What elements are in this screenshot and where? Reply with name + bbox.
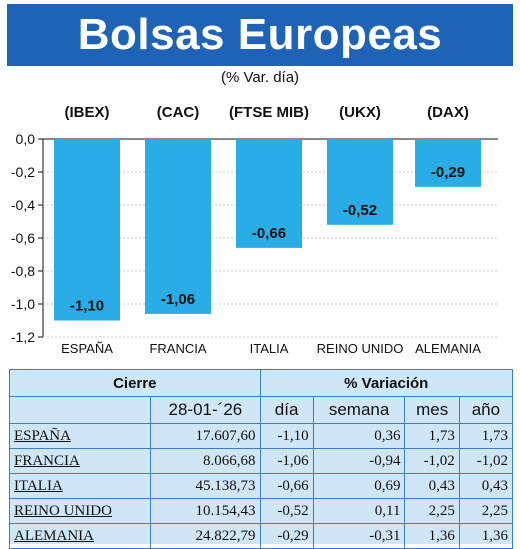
value-label: -0,52 [343,202,377,219]
value-label: -0,29 [431,164,465,181]
y-tick-label: -1,2 [11,329,35,345]
header-semana: semana [312,396,406,424]
header-mes: mes [404,396,460,424]
y-tick-label: 0,0 [16,131,36,147]
bar-chart: 0,0 -0,2 -0,4 -0,6 -0,8 -1,0 -1,2 (IBEX) -1,10 ES… [11,104,498,356]
y-tick-label: -0,2 [11,164,35,180]
y-tick-label: -0,6 [11,230,35,246]
y-tick-label: -0,8 [11,263,35,279]
row-cierre: 45.138,73 [150,473,261,499]
row-semana: -0,31 [312,523,406,549]
category-label: ALEMANIA [415,341,481,356]
category-label: REINO UNIDO [317,341,404,356]
row-semana: 0,36 [312,423,406,449]
chart-subtitle: (% Var. día) [220,69,300,86]
row-cierre: 24.822,79 [150,523,261,549]
title-banner: Bolsas Europeas [7,4,513,66]
row-dia: -1,06 [259,448,314,474]
row-ano: -1,02 [458,448,514,474]
row-dia: -1,10 [259,423,314,449]
row-mes: 0,43 [404,473,460,499]
group-header-cierre: Cierre [9,369,261,397]
category-label: ITALIA [250,341,289,356]
row-name: ITALIA [8,473,152,499]
row-cierre: 17.607,60 [150,423,261,449]
row-mes: 1,73 [404,423,460,449]
index-label: (CAC) [157,104,200,121]
index-label: (FTSE MIB) [229,104,309,121]
header-dia: día [259,396,314,424]
group-header-variacion: % Variación [259,369,514,397]
bar [145,139,211,314]
row-mes: 2,25 [404,498,460,524]
bar [327,139,393,225]
table-sub-header-row: 28-01-´26 día semana mes año [8,396,514,424]
table-row: ITALIA 45.138,73 -0,66 0,69 0,43 0,43 [8,473,514,499]
row-mes: 1,36 [404,523,460,549]
table-row: ALEMANIA 24.822,79 -0,29 -0,31 1,36 1,36 [8,523,514,549]
bar [54,139,120,321]
index-label: (UKX) [339,104,381,121]
row-cierre: 10.154,43 [150,498,261,524]
bar [415,139,481,187]
y-tick-label: -0,4 [11,197,35,213]
value-label: -0,66 [252,225,286,242]
row-dia: -0,29 [259,523,314,549]
row-mes: -1,02 [404,448,460,474]
table-row: REINO UNIDO 10.154,43 -0,52 0,11 2,25 2,… [8,498,514,524]
row-ano: 0,43 [458,473,514,499]
header-date: 28-01-´26 [150,396,261,424]
table-group-header-row: Cierre % Variación [9,369,514,397]
row-name: FRANCIA [8,448,152,474]
row-semana: -0,94 [312,448,406,474]
row-cierre: 8.066,68 [150,448,261,474]
row-dia: -0,66 [259,473,314,499]
value-label: -1,10 [70,298,104,315]
index-label: (IBEX) [65,104,110,121]
row-ano: 1,73 [458,423,514,449]
page-title: Bolsas Europeas [77,10,443,59]
data-table: Cierre % Variación 28-01-´26 día semana … [8,369,514,549]
row-semana: 0,69 [312,473,406,499]
row-semana: 0,11 [312,498,406,524]
category-label: FRANCIA [149,341,206,356]
row-ano: 1,36 [458,523,514,549]
table-row: ESPAÑA 17.607,60 -1,10 0,36 1,73 1,73 [8,423,514,449]
empty-header-cell [8,396,152,424]
row-dia: -0,52 [259,498,314,524]
header-ano: año [458,396,514,424]
category-label: ESPAÑA [61,341,113,356]
row-name: REINO UNIDO [8,498,152,524]
row-ano: 2,25 [458,498,514,524]
row-name: ESPAÑA [8,423,152,449]
index-label: (DAX) [427,104,469,121]
table-row: FRANCIA 8.066,68 -1,06 -0,94 -1,02 -1,02 [8,448,514,474]
value-label: -1,06 [161,291,195,308]
row-name: ALEMANIA [8,523,152,549]
bar [236,139,302,248]
y-tick-label: -1,0 [11,296,35,312]
